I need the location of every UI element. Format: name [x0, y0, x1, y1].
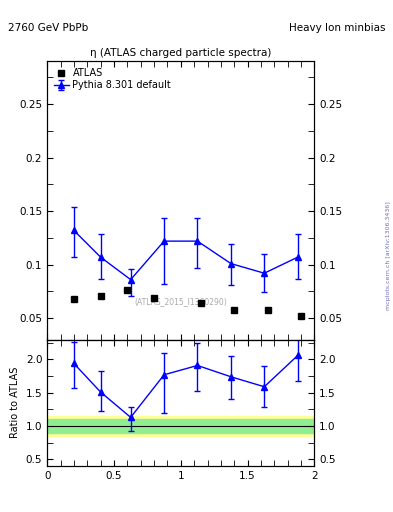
ATLAS: [125, 287, 130, 293]
ATLAS: [265, 307, 270, 313]
Text: 2760 GeV PbPb: 2760 GeV PbPb: [8, 23, 88, 33]
Bar: [47, 416, 314, 436]
Text: mcplots.cern.ch [arXiv:1306.3436]: mcplots.cern.ch [arXiv:1306.3436]: [386, 202, 391, 310]
Bar: [47, 419, 314, 433]
Legend: ATLAS, Pythia 8.301 default: ATLAS, Pythia 8.301 default: [52, 66, 173, 92]
ATLAS: [198, 300, 203, 306]
ATLAS: [152, 295, 156, 301]
Y-axis label: Ratio to ATLAS: Ratio to ATLAS: [10, 367, 20, 438]
Text: Heavy Ion minbias: Heavy Ion minbias: [288, 23, 385, 33]
ATLAS: [72, 296, 76, 302]
Text: (ATLAS_2015_I1360290): (ATLAS_2015_I1360290): [134, 297, 227, 306]
ATLAS: [98, 292, 103, 298]
ATLAS: [232, 307, 237, 313]
ATLAS: [299, 313, 303, 319]
Line: ATLAS: ATLAS: [71, 288, 304, 319]
Title: η (ATLAS charged particle spectra): η (ATLAS charged particle spectra): [90, 48, 272, 58]
